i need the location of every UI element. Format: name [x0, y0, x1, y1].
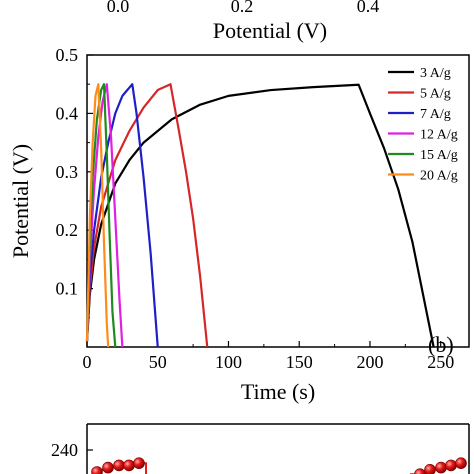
top-tick-label: 0.2 [231, 0, 254, 16]
series-line-20-a-g [85, 83, 110, 348]
legend-label: 3 A/g [420, 66, 451, 81]
series-line-5-a-g [85, 83, 209, 348]
tick-marks [86, 54, 442, 347]
bottom-marker [424, 464, 436, 474]
top-tick-label: 0.0 [107, 0, 130, 16]
x-tick-labels: 0 50 100 150 200 250 [83, 352, 455, 372]
y-tick-label: 0.2 [56, 220, 79, 240]
y-tick-label: 0.3 [56, 162, 79, 182]
legend-label: 12 A/g [420, 128, 458, 143]
bottom-marker [123, 459, 135, 472]
x-tick-label: 0 [83, 352, 92, 372]
panel-label: (b) [428, 332, 454, 357]
legend-label: 15 A/g [420, 148, 458, 163]
series-line-7-a-g [85, 83, 159, 348]
bottom-marker [445, 459, 457, 472]
legend: 3 A/g 5 A/g 7 A/g 12 A/g 15 A/g 20 A/g [388, 66, 458, 184]
main-chart: 0 50 100 150 200 250 0.1 0.2 0.3 0.4 0.5 Time (s)… [8, 45, 470, 404]
top-tick-label: 0.4 [357, 0, 380, 16]
x-tick-label: 100 [215, 352, 242, 372]
bottom-marker [113, 459, 125, 472]
x-tick-label: 250 [427, 352, 454, 372]
bottom-tick-label: 240 [51, 440, 78, 460]
y-axis-label: Potential (V) [8, 144, 33, 258]
x-tick-label: 200 [356, 352, 383, 372]
bottom-marker [435, 461, 447, 474]
y-tick-labels: 0.1 0.2 0.3 0.4 0.5 [56, 45, 79, 299]
bottom-marker [133, 457, 145, 470]
bottom-marker [91, 466, 103, 474]
x-axis-label: Time (s) [241, 379, 315, 404]
bottom-markers [91, 457, 467, 474]
x-tick-label: 150 [286, 352, 313, 372]
bottom-marker [414, 468, 426, 474]
top-strip: 0.0 0.2 0.4 Potential (V) [107, 0, 380, 43]
plot-frame [86, 54, 470, 348]
legend-label: 20 A/g [420, 169, 458, 184]
series-line-3-a-g [85, 83, 435, 348]
y-tick-label: 0.1 [56, 279, 79, 299]
x-tick-label: 50 [149, 352, 167, 372]
bottom-marker [455, 457, 467, 470]
y-tick-label: 0.5 [56, 45, 79, 65]
bottom-marker [102, 461, 114, 474]
legend-label: 5 A/g [420, 87, 451, 102]
series-lines [85, 83, 435, 348]
y-tick-label: 0.4 [56, 103, 79, 123]
legend-label: 7 A/g [420, 107, 451, 122]
bottom-strip: 240 [51, 423, 470, 474]
top-x-axis-label: Potential (V) [213, 18, 327, 43]
